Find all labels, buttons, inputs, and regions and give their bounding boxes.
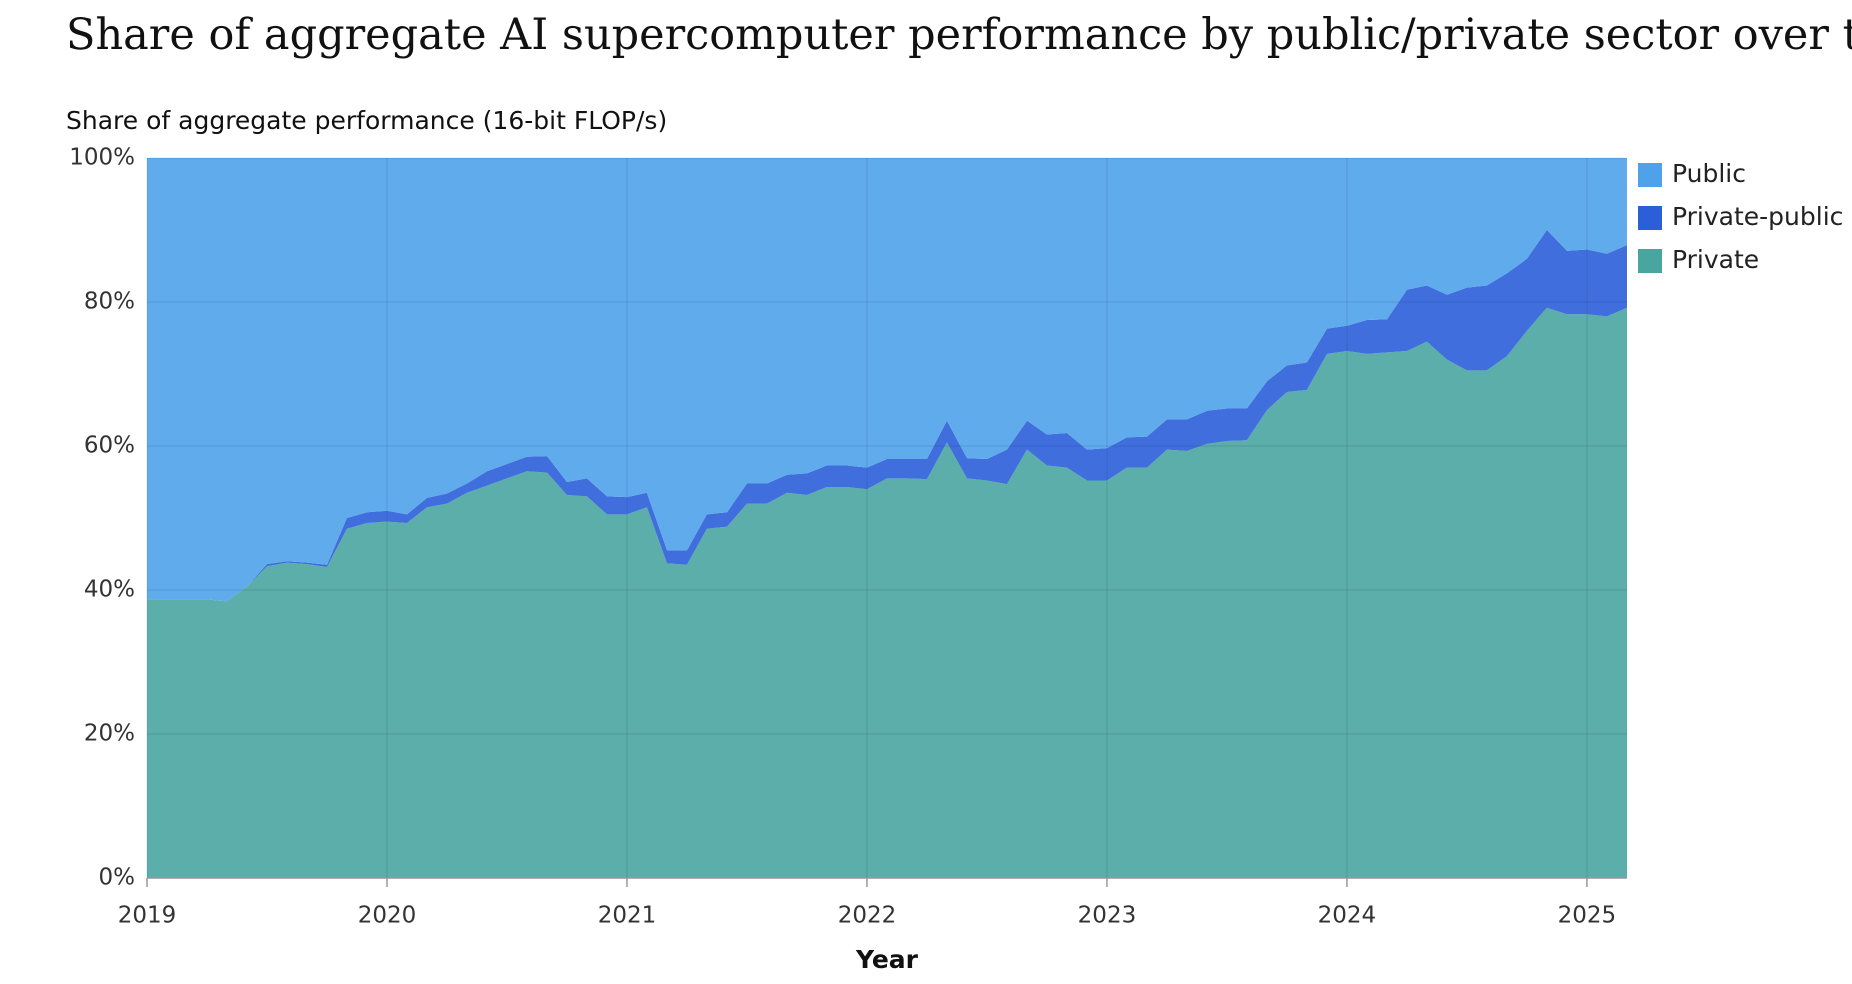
y-tick-label: 100%: [69, 145, 135, 171]
y-tick-label: 20%: [84, 721, 135, 747]
y-axis-title: Share of aggregate performance (16-bit F…: [66, 106, 667, 135]
x-axis-title: Year: [855, 945, 919, 974]
y-tick-label: 0%: [99, 865, 136, 891]
area: [147, 158, 1627, 602]
x-tick-label: 2022: [838, 903, 897, 929]
y-tick-label: 80%: [84, 289, 135, 315]
x-tick-label: 2020: [358, 903, 417, 929]
legend-label: Private: [1672, 245, 1759, 274]
area: [147, 307, 1627, 878]
y-tick-label: 40%: [84, 577, 135, 603]
x-tick-label: 2019: [118, 903, 177, 929]
x-tick-label: 2025: [1558, 903, 1617, 929]
chart-title: Share of aggregate AI supercomputer perf…: [66, 10, 1852, 60]
x-tick-label: 2024: [1318, 903, 1377, 929]
legend-label: Private-public: [1672, 202, 1843, 231]
y-tick-label: 60%: [84, 433, 135, 459]
legend-swatch: [1638, 206, 1662, 230]
x-tick-label: 2023: [1078, 903, 1137, 929]
x-tick-label: 2021: [598, 903, 657, 929]
legend-label: Public: [1672, 159, 1746, 188]
legend-swatch: [1638, 249, 1662, 273]
legend-swatch: [1638, 163, 1662, 187]
